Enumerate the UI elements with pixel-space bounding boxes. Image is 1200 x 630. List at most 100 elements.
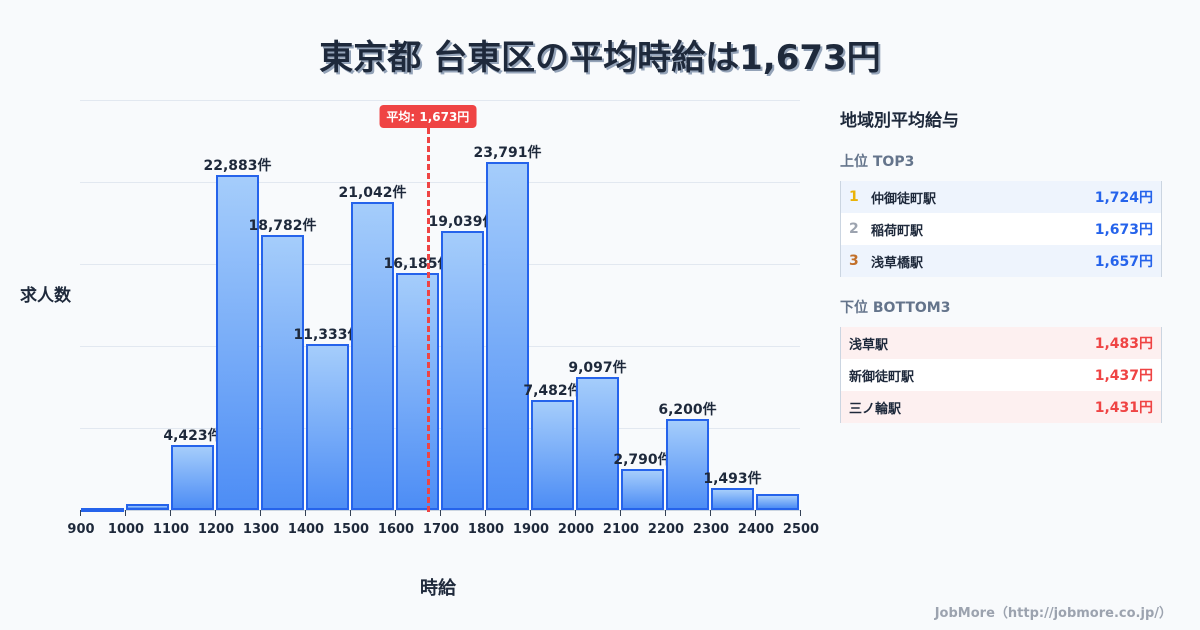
bar-value-label: 11,333件 (293, 327, 362, 344)
top-ranking-list: 1 仲御徒町駅 1,724円 2 稲荷町駅 1,673円 3 浅草橋駅 1,65… (840, 181, 1162, 277)
rank-number: 3 (849, 253, 859, 269)
histogram-bar (171, 445, 214, 510)
x-axis-label: 時給 (420, 578, 456, 599)
x-tick-label: 1100 (152, 522, 190, 537)
bar-value-label: 21,042件 (338, 184, 407, 201)
y-axis-label: 求人数 (20, 286, 71, 306)
top-section-title: 上位 TOP3 (840, 154, 915, 170)
histogram-bar (261, 234, 304, 510)
histogram-bar (441, 231, 484, 510)
x-tick-label: 2500 (782, 522, 820, 537)
histogram-bar (756, 494, 799, 510)
salary-value: 1,673円 (1094, 222, 1153, 238)
bar-value-label: 9,097件 (568, 359, 627, 376)
x-tick (215, 510, 216, 516)
salary-value: 1,724円 (1094, 190, 1153, 206)
bar-value-label: 18,782件 (248, 217, 317, 234)
histogram-chart: 求人数 時給 4,423件 22,883件 18,782件 11,333件 21,042… (20, 100, 820, 599)
histogram-bar (531, 400, 574, 510)
gridline (80, 264, 800, 265)
x-tick (485, 510, 486, 516)
x-tick-label: 900 (67, 522, 95, 537)
histogram-bar (666, 419, 709, 510)
bar-value-label: 4,423件 (163, 428, 222, 445)
x-tick (575, 510, 576, 516)
list-item: 三ノ輪駅 1,431円 (841, 391, 1161, 423)
salary-value: 1,483円 (1094, 336, 1153, 352)
bar-value-label: 22,883件 (203, 157, 272, 174)
salary-value: 1,431円 (1094, 400, 1153, 416)
x-tick-label: 1000 (107, 522, 145, 537)
panel-title: 地域別平均給与 (840, 111, 959, 131)
salary-value: 1,437円 (1094, 368, 1153, 384)
bar-value-label: 6,200件 (658, 402, 717, 419)
x-tick-label: 2000 (557, 522, 595, 537)
x-tick-label: 1500 (332, 522, 370, 537)
histogram-bar (81, 508, 124, 512)
bottom-ranking-list: 浅草駅 1,483円 新御徒町駅 1,437円 三ノ輪駅 1,431円 (840, 327, 1162, 423)
list-item: 新御徒町駅 1,437円 (841, 359, 1161, 391)
bar-value-label: 7,482件 (523, 383, 582, 400)
gridline (80, 182, 800, 183)
list-item: 1 仲御徒町駅 1,724円 (841, 181, 1161, 213)
x-tick-label: 1400 (287, 522, 325, 537)
x-tick (395, 510, 396, 516)
gridline (80, 100, 800, 101)
salary-value: 1,657円 (1094, 254, 1153, 270)
regional-salary-panel: 地域別平均給与 上位 TOP3 1 仲御徒町駅 1,724円 2 稲荷町駅 1,… (840, 100, 1162, 423)
average-badge: 平均: 1,673円 (379, 105, 477, 128)
x-tick-label: 1300 (242, 522, 280, 537)
x-tick-label: 2300 (692, 522, 730, 537)
x-tick-label: 1200 (197, 522, 235, 537)
x-tick (530, 510, 531, 516)
x-tick-label: 2200 (647, 522, 685, 537)
bar-value-label: 1,493件 (703, 471, 762, 488)
x-tick-label: 1900 (512, 522, 550, 537)
bottom-section-title: 下位 BOTTOM3 (840, 300, 951, 316)
list-item: 浅草駅 1,483円 (841, 327, 1161, 359)
x-tick-label: 1700 (422, 522, 460, 537)
station-name: 三ノ輪駅 (849, 401, 902, 417)
histogram-bar (576, 376, 619, 510)
histogram-bar (396, 273, 439, 510)
x-tick (125, 510, 126, 516)
x-tick (800, 510, 801, 516)
x-tick (440, 510, 441, 516)
histogram-bar (351, 201, 394, 510)
bar-value-label: 16,185件 (383, 256, 452, 272)
station-name: 浅草橋駅 (871, 255, 924, 271)
bar-value-label: 2,790件 (613, 452, 672, 469)
x-tick-label: 1600 (377, 522, 415, 537)
histogram-bar (216, 174, 259, 510)
gridline (80, 428, 800, 429)
histogram-bar (486, 161, 529, 510)
x-tick (260, 510, 261, 516)
histogram-bar (126, 504, 169, 510)
bar-value-label: 19,039件 (428, 214, 497, 231)
bar-value-label: 23,791件 (473, 144, 542, 161)
histogram-bar (621, 469, 664, 510)
gridline (80, 346, 800, 347)
rank-number: 1 (849, 189, 859, 205)
x-tick (620, 510, 621, 516)
x-tick (80, 510, 81, 516)
station-name: 浅草駅 (849, 337, 889, 353)
average-line (426, 128, 430, 512)
x-tick (755, 510, 756, 516)
x-tick-label: 1800 (467, 522, 505, 537)
page-title: 東京都 台東区の平均時給は1,673円 (319, 38, 881, 78)
rank-number: 2 (849, 221, 859, 237)
station-name: 新御徒町駅 (849, 369, 915, 385)
x-tick (170, 510, 171, 516)
station-name: 仲御徒町駅 (871, 191, 937, 207)
x-tick-label: 2100 (602, 522, 640, 537)
x-tick (665, 510, 666, 516)
histogram-bar (711, 488, 754, 510)
footer-credit: JobMore（http://jobmore.co.jp/） (934, 606, 1172, 621)
list-item: 3 浅草橋駅 1,657円 (841, 245, 1161, 277)
station-name: 稲荷町駅 (871, 223, 924, 239)
x-tick (305, 510, 306, 516)
x-tick (710, 510, 711, 516)
x-tick (350, 510, 351, 516)
x-tick-label: 2400 (737, 522, 775, 537)
